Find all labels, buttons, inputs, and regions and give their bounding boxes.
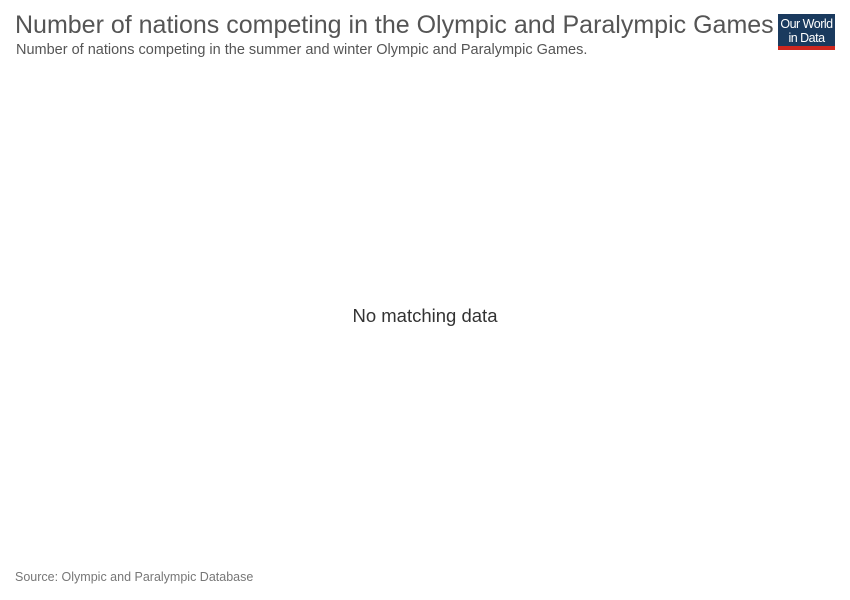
- chart-title: Number of nations competing in the Olymp…: [15, 11, 774, 39]
- logo-line-2: in Data: [788, 31, 825, 45]
- chart-subtitle: Number of nations competing in the summe…: [16, 42, 588, 58]
- logo-line-1: Our World: [780, 17, 833, 31]
- owid-logo[interactable]: Our World in Data: [778, 14, 835, 50]
- no-data-message: No matching data: [352, 305, 498, 326]
- source-note: Source: Olympic and Paralympic Database: [15, 570, 254, 584]
